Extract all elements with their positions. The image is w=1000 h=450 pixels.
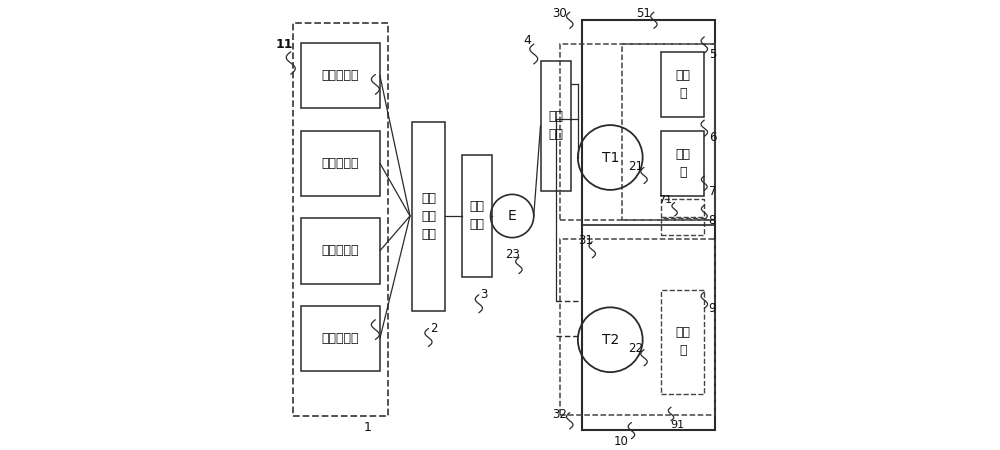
- Text: 7: 7: [709, 185, 716, 198]
- Bar: [412, 122, 445, 310]
- Text: 太阳能电池: 太阳能电池: [322, 69, 359, 82]
- Text: 32: 32: [552, 408, 567, 420]
- Text: 压缩
机: 压缩 机: [675, 327, 690, 357]
- Bar: [661, 218, 704, 235]
- Text: 1: 1: [363, 421, 371, 434]
- Text: 10: 10: [614, 436, 629, 448]
- Text: E: E: [508, 209, 517, 223]
- Bar: [540, 61, 571, 191]
- Text: T1: T1: [602, 150, 619, 165]
- Bar: [293, 22, 388, 416]
- Text: 71: 71: [659, 195, 673, 205]
- Text: 9: 9: [709, 302, 716, 315]
- Text: 30: 30: [552, 7, 567, 20]
- Bar: [301, 130, 380, 196]
- Bar: [301, 306, 380, 371]
- Text: 6: 6: [709, 131, 716, 144]
- Text: 过流
保护
模块: 过流 保护 模块: [421, 192, 436, 240]
- Bar: [661, 290, 704, 394]
- Text: 8: 8: [709, 214, 716, 227]
- Text: 4: 4: [523, 34, 531, 47]
- Bar: [301, 43, 380, 108]
- Bar: [661, 199, 704, 217]
- Text: 31: 31: [578, 234, 593, 247]
- Text: 23: 23: [505, 248, 520, 261]
- Text: 21: 21: [628, 160, 643, 173]
- Text: 22: 22: [628, 342, 643, 355]
- Bar: [560, 239, 715, 415]
- Text: 太阳能电池: 太阳能电池: [322, 332, 359, 345]
- Text: 2: 2: [430, 322, 438, 335]
- Bar: [661, 52, 704, 117]
- Bar: [582, 20, 715, 430]
- Bar: [301, 218, 380, 284]
- Bar: [462, 155, 492, 277]
- Text: 11: 11: [275, 39, 293, 51]
- Text: 压缩
机: 压缩 机: [675, 148, 690, 179]
- Text: 91: 91: [671, 420, 685, 430]
- Text: 3: 3: [481, 288, 488, 301]
- Text: 稳压
模块: 稳压 模块: [470, 201, 485, 231]
- Bar: [560, 44, 715, 220]
- Bar: [661, 130, 704, 196]
- Text: T2: T2: [602, 333, 619, 347]
- Text: 压缩
机: 压缩 机: [675, 69, 690, 100]
- Text: 太阳能电池: 太阳能电池: [322, 244, 359, 257]
- Text: 51: 51: [637, 7, 651, 20]
- Text: 太阳能电池: 太阳能电池: [322, 157, 359, 170]
- Text: 5: 5: [709, 48, 716, 60]
- Bar: [622, 44, 715, 220]
- Text: 延时
电路: 延时 电路: [548, 111, 563, 141]
